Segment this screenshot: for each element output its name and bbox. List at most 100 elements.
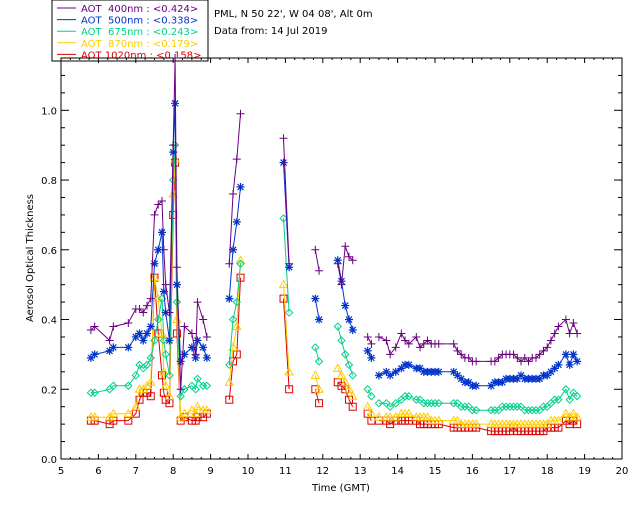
series-line [228, 263, 241, 365]
asterisk-marker [279, 158, 288, 167]
diamond-marker [449, 399, 458, 408]
series-line [90, 103, 208, 364]
diamond-marker [412, 395, 421, 404]
diamond-marker [202, 381, 212, 390]
triangle-marker [374, 412, 384, 421]
plus-marker [86, 325, 95, 334]
diamond-marker [468, 405, 477, 415]
plus-marker [449, 339, 458, 348]
plus-marker [423, 336, 432, 345]
triangle-marker [336, 370, 347, 379]
x-tick-label: 14 [391, 466, 404, 477]
plus-marker [165, 308, 174, 317]
series-line [378, 353, 578, 387]
series-line [90, 145, 207, 399]
series-aot-675nm [86, 140, 582, 415]
plus-marker [535, 350, 544, 359]
asterisk-marker [550, 364, 559, 373]
diamond-marker [284, 308, 294, 317]
triangle-marker [433, 415, 444, 425]
diamond-marker [176, 392, 185, 401]
legend-entry: AOT 1020nm : <0.158> [81, 50, 201, 61]
plus-marker [157, 196, 166, 205]
diamond-marker [150, 336, 159, 345]
asterisk-marker [416, 364, 425, 373]
plus-marker [109, 322, 118, 331]
y-axis-label: Aerosol Optical Thickness [25, 194, 36, 322]
plus-marker [135, 305, 144, 314]
diamond-marker [554, 395, 563, 404]
diamond-marker [90, 388, 99, 397]
triangle-marker [108, 408, 119, 418]
plus-marker [412, 332, 421, 341]
asterisk-marker [199, 343, 208, 352]
asterisk-marker [143, 329, 152, 338]
diamond-marker [165, 371, 174, 380]
x-tick-label: 13 [354, 466, 367, 477]
asterisk-marker [124, 343, 133, 352]
legend-entry: AOT 870nm : <0.179> [81, 39, 198, 50]
plus-marker [169, 141, 178, 150]
series-line [228, 186, 241, 299]
x-tick-label: 8 [170, 466, 176, 477]
legend: AOT 400nm : <0.424>AOT 500nm : <0.338>AO… [57, 4, 201, 61]
asterisk-marker [105, 346, 114, 355]
series-line [283, 138, 290, 264]
y-tick-label: 0.6 [41, 246, 57, 257]
plus-marker [531, 353, 540, 362]
diamond-marker [131, 371, 141, 380]
asterisk-marker [150, 259, 159, 268]
asterisk-marker [176, 357, 185, 366]
asterisk-marker [202, 353, 211, 362]
plus-marker [105, 336, 114, 345]
legend-entry: AOT 400nm : <0.424> [81, 4, 198, 15]
plus-marker [229, 189, 238, 198]
asterisk-marker [374, 371, 383, 380]
series-line [367, 406, 372, 414]
asterisk-marker [386, 371, 395, 380]
plus-marker [464, 353, 473, 362]
square-marker [285, 385, 294, 394]
series-line [90, 162, 208, 425]
asterisk-marker [225, 294, 234, 303]
diamond-marker [232, 297, 241, 307]
diamond-marker [225, 360, 234, 370]
plus-marker [539, 346, 548, 355]
plus-marker [513, 353, 522, 362]
plus-marker [543, 343, 552, 352]
diamond-marker [501, 402, 511, 411]
asterisk-marker [487, 381, 496, 390]
diamond-marker [314, 357, 324, 366]
asterisk-marker [472, 381, 481, 390]
diamond-marker [528, 405, 537, 415]
series-line [283, 298, 290, 390]
square-marker [348, 402, 357, 411]
diamond-marker [374, 399, 384, 408]
asterisk-marker [232, 217, 241, 226]
diamond-marker [193, 374, 202, 384]
plus-marker [386, 350, 395, 359]
diamond-marker [404, 392, 414, 401]
plus-marker [573, 329, 582, 338]
diamond-marker [86, 388, 96, 397]
plus-marker [457, 350, 466, 359]
series-line [367, 389, 372, 397]
diamond-marker [385, 402, 395, 411]
diamond-marker [524, 405, 533, 415]
triangle-marker [164, 391, 175, 400]
asterisk-marker [449, 367, 458, 376]
diamond-marker [191, 385, 200, 394]
plus-marker [146, 294, 155, 303]
asterisk-marker [165, 336, 174, 345]
diamond-marker [490, 405, 500, 415]
series-aot-500nm [86, 99, 582, 390]
x-tick-label: 19 [578, 466, 591, 477]
diamond-marker [434, 399, 443, 408]
square-marker [315, 399, 324, 408]
triangle-marker [366, 408, 377, 418]
asterisk-marker [86, 353, 95, 362]
plus-marker [139, 308, 148, 317]
triangle-marker [344, 384, 354, 393]
asterisk-marker [513, 374, 522, 383]
plus-marker [569, 319, 578, 328]
